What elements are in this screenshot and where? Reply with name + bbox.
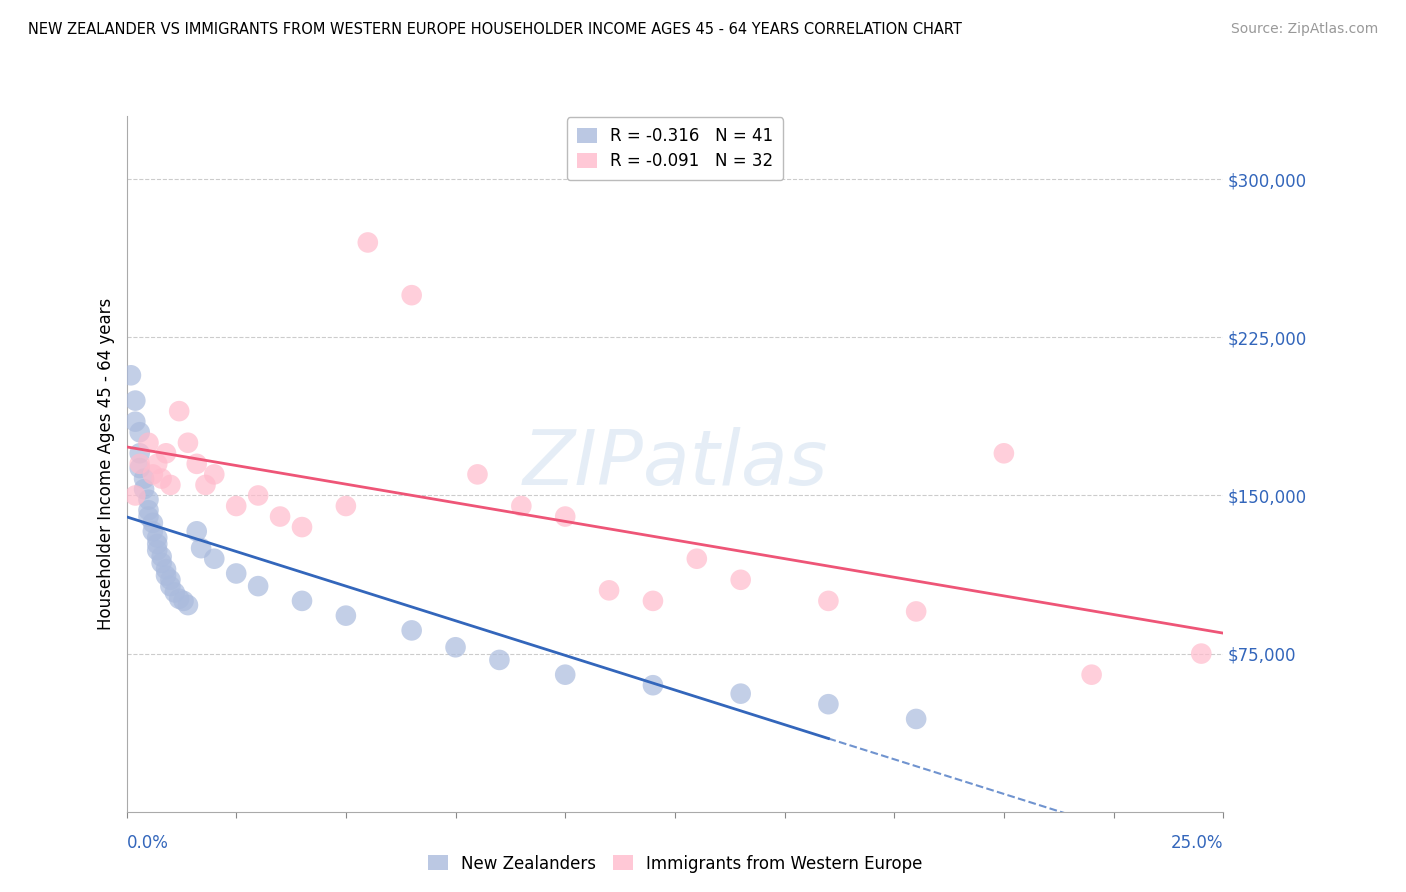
Point bbox=[291, 520, 314, 534]
Point bbox=[146, 543, 169, 558]
Point bbox=[401, 624, 423, 638]
Point bbox=[335, 499, 357, 513]
Point bbox=[467, 467, 489, 482]
Point bbox=[167, 404, 190, 418]
Point bbox=[905, 604, 928, 618]
Point bbox=[120, 368, 142, 383]
Text: 0.0%: 0.0% bbox=[127, 834, 169, 852]
Point bbox=[155, 562, 177, 576]
Point bbox=[132, 482, 155, 496]
Point bbox=[159, 573, 181, 587]
Point bbox=[159, 478, 181, 492]
Point bbox=[150, 549, 173, 564]
Point bbox=[247, 579, 270, 593]
Point bbox=[641, 678, 664, 692]
Point bbox=[488, 653, 510, 667]
Point bbox=[159, 579, 181, 593]
Point bbox=[905, 712, 928, 726]
Point bbox=[163, 585, 186, 599]
Point bbox=[686, 551, 709, 566]
Point bbox=[177, 435, 200, 450]
Point bbox=[142, 524, 165, 539]
Text: Source: ZipAtlas.com: Source: ZipAtlas.com bbox=[1230, 22, 1378, 37]
Point bbox=[142, 516, 165, 530]
Point bbox=[138, 509, 160, 524]
Point bbox=[554, 509, 576, 524]
Point bbox=[142, 467, 165, 482]
Point bbox=[1080, 667, 1102, 681]
Point bbox=[401, 288, 423, 302]
Point bbox=[124, 415, 146, 429]
Point bbox=[190, 541, 212, 556]
Point bbox=[150, 472, 173, 486]
Point bbox=[128, 461, 150, 475]
Point bbox=[554, 667, 576, 681]
Point bbox=[138, 492, 160, 507]
Point bbox=[510, 499, 533, 513]
Point bbox=[150, 556, 173, 570]
Point bbox=[138, 503, 160, 517]
Point bbox=[128, 446, 150, 460]
Point bbox=[202, 467, 225, 482]
Point bbox=[124, 393, 146, 408]
Point bbox=[194, 478, 217, 492]
Point bbox=[128, 457, 150, 471]
Point bbox=[817, 697, 839, 711]
Y-axis label: Householder Income Ages 45 - 64 years: Householder Income Ages 45 - 64 years bbox=[97, 298, 115, 630]
Legend: R = -0.316   N = 41, R = -0.091   N = 32: R = -0.316 N = 41, R = -0.091 N = 32 bbox=[567, 118, 783, 180]
Point bbox=[335, 608, 357, 623]
Point bbox=[155, 568, 177, 582]
Point bbox=[291, 594, 314, 608]
Point bbox=[247, 488, 270, 502]
Point bbox=[641, 594, 664, 608]
Point bbox=[128, 425, 150, 440]
Point bbox=[730, 687, 752, 701]
Point bbox=[146, 537, 169, 551]
Point bbox=[993, 446, 1015, 460]
Point bbox=[177, 598, 200, 612]
Text: 25.0%: 25.0% bbox=[1171, 834, 1223, 852]
Text: NEW ZEALANDER VS IMMIGRANTS FROM WESTERN EUROPE HOUSEHOLDER INCOME AGES 45 - 64 : NEW ZEALANDER VS IMMIGRANTS FROM WESTERN… bbox=[28, 22, 962, 37]
Point bbox=[138, 435, 160, 450]
Point bbox=[173, 594, 195, 608]
Point bbox=[225, 566, 247, 581]
Point bbox=[444, 640, 467, 655]
Point bbox=[146, 531, 169, 545]
Point bbox=[132, 472, 155, 486]
Point bbox=[146, 457, 169, 471]
Point bbox=[730, 573, 752, 587]
Point bbox=[1189, 647, 1212, 661]
Point bbox=[817, 594, 839, 608]
Point bbox=[225, 499, 247, 513]
Point bbox=[186, 457, 208, 471]
Point bbox=[598, 583, 620, 598]
Point bbox=[357, 235, 380, 250]
Point bbox=[167, 591, 190, 606]
Point bbox=[155, 446, 177, 460]
Point bbox=[269, 509, 291, 524]
Text: ZIPatlas: ZIPatlas bbox=[522, 427, 828, 500]
Point bbox=[202, 551, 225, 566]
Point bbox=[186, 524, 208, 539]
Point bbox=[124, 488, 146, 502]
Legend: New Zealanders, Immigrants from Western Europe: New Zealanders, Immigrants from Western … bbox=[420, 848, 929, 880]
